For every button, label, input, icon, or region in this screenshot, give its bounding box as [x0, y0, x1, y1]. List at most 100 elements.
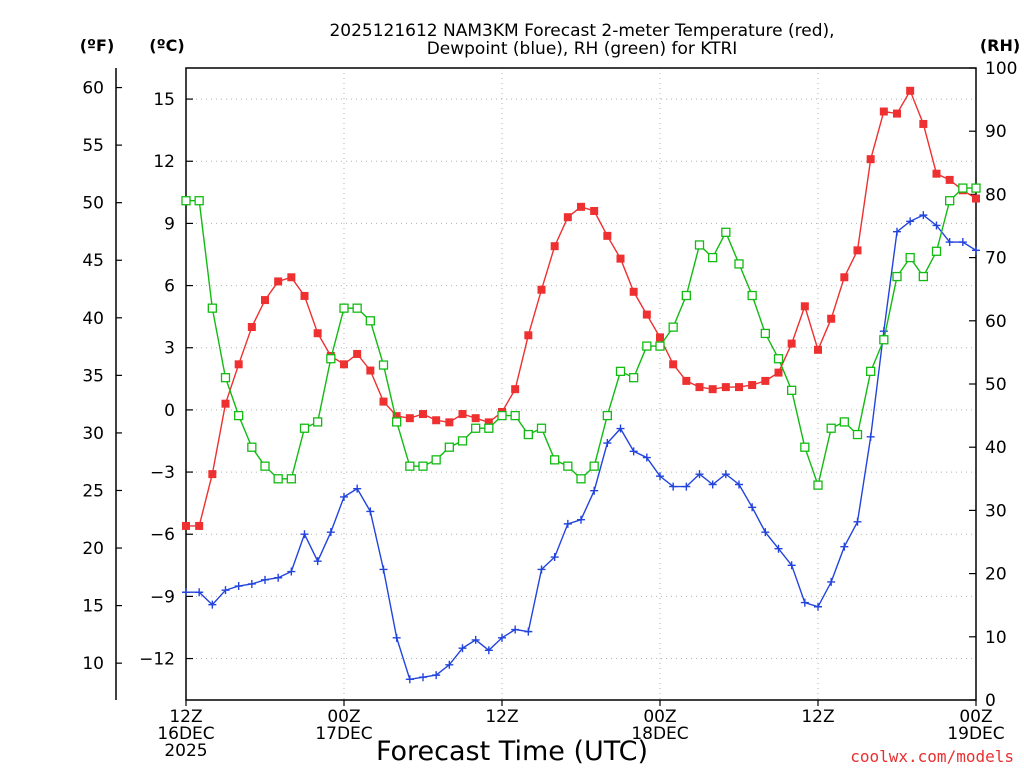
- rh-point: [721, 227, 731, 237]
- dewpoint-markers: [182, 211, 980, 684]
- temperature-point: [945, 175, 954, 184]
- rh-point: [826, 423, 836, 433]
- dewpoint-point: [853, 517, 862, 526]
- dewpoint-point: [814, 602, 822, 611]
- plot-frame: [185, 67, 977, 701]
- fahrenheit-unit-label: (ºF): [80, 36, 115, 55]
- dewpoint-point: [748, 503, 757, 512]
- temperature-point: [735, 383, 743, 392]
- temperature-point: [893, 109, 901, 118]
- temperature-point: [524, 331, 533, 340]
- fahrenheit-tick-label: 20: [82, 539, 104, 559]
- dewpoint-point: [603, 439, 612, 448]
- rh-tick-label: 40: [985, 438, 1007, 458]
- gridlines: [186, 68, 976, 700]
- rh-point: [326, 354, 336, 364]
- rh-point: [220, 373, 231, 383]
- dewpoint-point: [563, 519, 572, 528]
- rh-tick-label: 20: [985, 565, 1007, 585]
- rh-point: [484, 423, 494, 433]
- dewpoint-point: [471, 635, 480, 644]
- dewpoint-point: [326, 528, 335, 537]
- dewpoint-point: [669, 482, 678, 491]
- temperature-point: [353, 349, 362, 358]
- temperature-point: [550, 242, 559, 251]
- x-tick-label: 00Z: [643, 707, 676, 727]
- temperature-point: [669, 360, 678, 369]
- rh-point: [681, 290, 691, 301]
- temperature-point: [405, 414, 414, 423]
- temperature-point: [761, 376, 770, 385]
- fahrenheit-tick-label: 15: [82, 597, 104, 617]
- temperature-line: [186, 89, 977, 527]
- fahrenheit-tick-label: 40: [82, 309, 104, 329]
- rh-point: [589, 461, 599, 471]
- x-tick-label: 2025: [164, 741, 207, 761]
- temperature-point: [932, 169, 941, 178]
- celsius-tick-label: −3: [150, 463, 175, 483]
- dewpoint-point: [879, 327, 888, 336]
- rh-point: [879, 335, 889, 345]
- rh-point: [563, 461, 573, 471]
- dewpoint-point: [366, 507, 375, 516]
- rh-point: [668, 322, 678, 332]
- dewpoint-point: [524, 627, 533, 636]
- temperature-point: [642, 310, 651, 319]
- rh-point: [839, 417, 849, 427]
- rh-point: [405, 461, 415, 471]
- fahrenheit-tick-label: 30: [82, 424, 104, 444]
- rh-point: [971, 183, 981, 193]
- rh-tick-label: 70: [985, 249, 1007, 269]
- rh-point: [787, 385, 797, 395]
- rh-point: [313, 417, 323, 427]
- rh-point: [629, 373, 639, 383]
- dewpoint-point: [274, 573, 283, 582]
- dewpoint-point: [195, 588, 204, 597]
- temperature-point: [208, 470, 217, 479]
- temperature-point: [484, 418, 493, 427]
- rh-point: [299, 423, 310, 433]
- temperature-point: [840, 273, 849, 282]
- temperature-point: [247, 323, 256, 332]
- dewpoint-point: [208, 600, 217, 609]
- celsius-tick-label: 6: [164, 277, 175, 297]
- rh-tick-label: 90: [985, 122, 1007, 142]
- dewpoint-point: [682, 482, 691, 491]
- rh-point: [418, 461, 428, 471]
- rh-point: [378, 360, 389, 370]
- x-tick-label: 12Z: [169, 707, 202, 727]
- rh-point: [392, 417, 402, 427]
- dewpoint-point: [800, 598, 809, 607]
- rh-point: [734, 259, 744, 269]
- dewpoint-point: [498, 633, 506, 642]
- temperature-point: [629, 287, 638, 296]
- temperature-point: [392, 412, 401, 421]
- dewpoint-point: [787, 561, 796, 570]
- temperature-point: [800, 302, 809, 311]
- rh-tick-label: 80: [985, 185, 1007, 205]
- dewpoint-point: [261, 575, 269, 584]
- fahrenheit-tick-label: 45: [82, 251, 104, 271]
- dewpoint-point: [234, 582, 243, 591]
- fahrenheit-tick-label: 60: [82, 79, 104, 99]
- temperature-point: [432, 416, 441, 425]
- rh-point: [510, 410, 520, 421]
- x-tick-label: 19DEC: [947, 724, 1004, 744]
- dewpoint-point: [182, 588, 190, 597]
- temperature-point: [366, 366, 375, 375]
- dewpoint-point: [721, 470, 730, 479]
- rh-point: [615, 366, 626, 377]
- temperature-point: [972, 194, 980, 203]
- temperature-point: [853, 246, 862, 255]
- temperature-point: [221, 399, 230, 408]
- dewpoint-point: [906, 217, 915, 226]
- dewpoint-line: [186, 214, 977, 681]
- rh-point: [431, 455, 441, 465]
- rh-point: [471, 423, 481, 433]
- celsius-tick-label: −6: [150, 525, 175, 545]
- rh-point: [339, 303, 349, 313]
- dewpoint-point: [958, 238, 967, 247]
- temperature-point: [682, 376, 691, 385]
- dewpoint-point: [353, 484, 362, 493]
